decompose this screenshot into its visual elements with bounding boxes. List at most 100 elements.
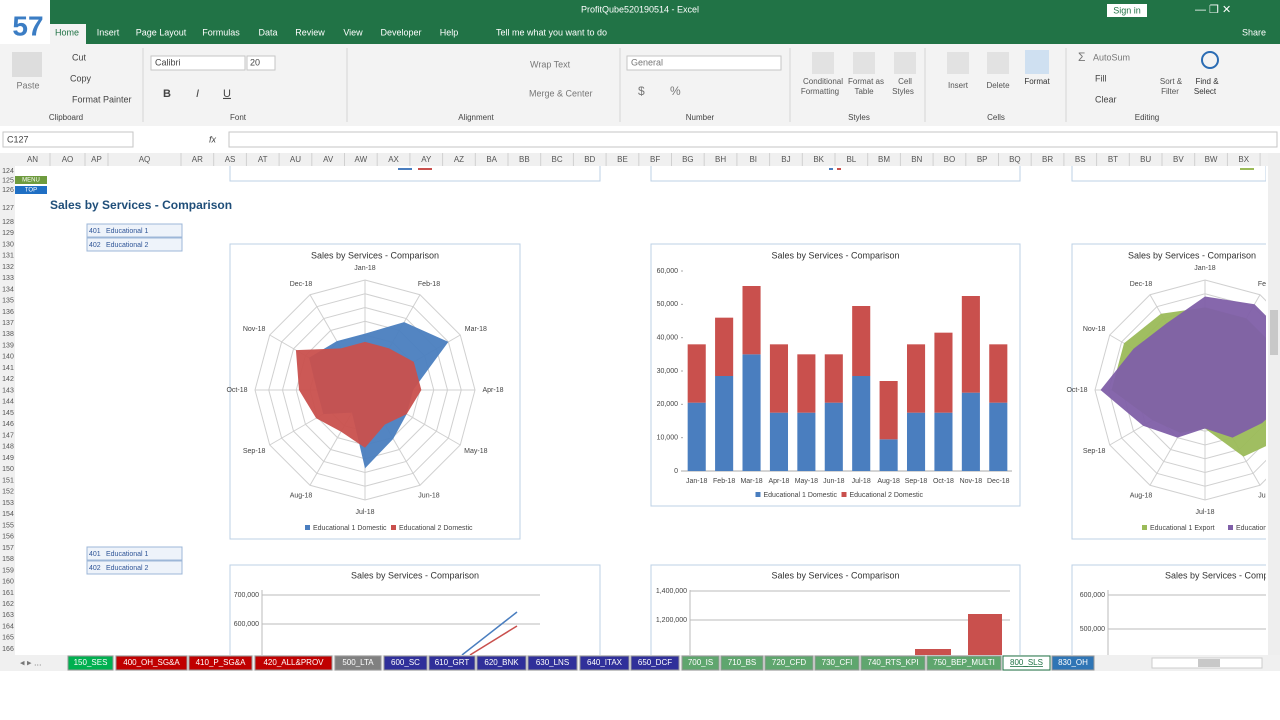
number-format-box[interactable] [626,55,782,71]
currency[interactable]: $ [638,84,645,98]
cut[interactable]: Cut [72,52,87,62]
paste-icon[interactable] [12,52,42,77]
share[interactable]: Share [1242,27,1266,37]
sum-icon[interactable]: Σ [1078,50,1085,64]
sheet-tab[interactable] [527,655,578,671]
format-table[interactable]: Format as [848,77,884,86]
conditional[interactable]: Formatting [801,87,839,96]
cell-styles[interactable]: Cell [898,77,912,86]
sheet-tab-label[interactable]: 410_P_SG&A [196,658,246,667]
top[interactable]: TOP [25,188,37,194]
italic[interactable]: I [196,88,199,100]
icon[interactable] [812,52,834,74]
sheet-tab[interactable] [476,655,527,671]
format-table[interactable]: Table [854,87,874,96]
sheet-tab-label[interactable]: 710_BS [728,658,756,667]
conditional[interactable]: Conditional [803,77,843,86]
find[interactable]: Select [1194,87,1217,96]
sheet-tab-label[interactable]: 610_GRT [435,658,470,667]
clear[interactable]: Clear [1095,94,1117,104]
sheet-tab[interactable] [254,655,333,671]
sheet-tab-label[interactable]: 620_BNK [484,658,519,667]
sheet-tab-label[interactable]: 830_OH [1058,658,1088,667]
formula-input[interactable] [228,131,1278,148]
scrollbar[interactable] [1268,153,1280,655]
sheet-tab-label[interactable]: 700_IS [688,658,713,667]
sheet-tab-label[interactable]: 600_SC [391,658,420,667]
ribbon-tab[interactable]: Formulas [202,27,240,37]
sheet-tab[interactable] [814,655,860,671]
sheet-tab-label[interactable]: 420_ALL&PROV [263,658,324,667]
sheet-tab[interactable] [681,655,720,671]
font-size[interactable]: 20 [250,57,260,67]
ribbon-tab[interactable]: Home [55,27,79,37]
format-painter[interactable]: Format Painter [72,94,132,104]
ribbon-tab[interactable]: Insert [97,27,120,37]
sheet-tab[interactable] [579,655,630,671]
sheet-tab-label[interactable]: 500_LTA [342,658,374,667]
name-box-value[interactable]: C127 [7,134,29,144]
sign-in-button[interactable] [1107,4,1147,17]
copy[interactable]: Copy [70,73,92,83]
number-format[interactable]: General [631,57,663,67]
sheet-tab[interactable] [630,655,680,671]
sheet-tab-label[interactable]: 800_SLS [1010,658,1043,667]
bold[interactable]: B [163,88,171,100]
menu[interactable]: MENU [22,178,40,184]
sheet-tab-label[interactable]: 400_OH_SG&A [123,658,180,667]
percent[interactable]: % [670,84,681,98]
ribbon-tab[interactable]: Data [258,27,277,37]
sheet-tab[interactable] [428,655,476,671]
scroll-thumb[interactable] [1270,310,1278,355]
sheet-tab[interactable] [720,655,764,671]
underline[interactable]: U [223,88,231,100]
ribbon-tab[interactable]: Review [295,27,325,37]
font-name-box[interactable] [150,55,246,71]
font-name[interactable]: Calibri [155,57,181,67]
sheet-tab[interactable] [1002,655,1051,671]
menu-button[interactable] [15,176,47,184]
sheet-tab[interactable] [334,655,382,671]
sheet-tab-label[interactable]: 650_DCF [638,658,672,667]
ribbon-tab[interactable]: Help [440,27,459,37]
name-box[interactable] [2,131,134,148]
icon[interactable] [1025,50,1049,74]
icon[interactable] [947,52,969,74]
find[interactable]: Find & [1195,77,1219,86]
font-size-box[interactable] [246,55,276,71]
format[interactable]: Format [1024,77,1050,86]
icon[interactable] [853,52,875,74]
delete[interactable]: Delete [986,81,1010,90]
tell-me[interactable]: Tell me what you want to do [496,27,607,37]
find-icon[interactable] [1201,51,1219,69]
sheet-tab-label[interactable]: 640_ITAX [587,658,623,667]
ribbon-tab[interactable]: Developer [380,27,421,37]
sort[interactable]: Sort & [1160,77,1183,86]
ribbon-tab[interactable]: Page Layout [136,27,187,37]
paste[interactable]: Paste [16,80,39,90]
sheet-tab[interactable] [1051,655,1095,671]
sheet-tab[interactable] [764,655,814,671]
window-controls[interactable]: — ❐ ✕ [1195,4,1231,16]
top-button[interactable] [15,186,47,194]
sort[interactable]: Filter [1161,87,1179,96]
ribbon-tab[interactable]: View [343,27,363,37]
tab-nav[interactable]: ◂ ▸ ... [20,657,42,667]
sheet-tab-label[interactable]: 740_RTS_KPI [868,658,919,667]
sheet-tab-label[interactable]: 630_LNS [536,658,569,667]
sheet-tab[interactable] [860,655,926,671]
sheet-tab-label[interactable]: 150_SES [74,658,108,667]
sheet-tab-label[interactable]: 750_BEP_MULTI [933,658,995,667]
sheet-tab[interactable] [188,655,253,671]
sheet-tab[interactable] [115,655,188,671]
sheet-tab-label[interactable]: 730_CFI [822,658,853,667]
merge-center[interactable]: Merge & Center [529,88,593,98]
sheet-tab-label[interactable]: 720_CFD [772,658,806,667]
icon[interactable] [894,52,916,74]
sheet-tab[interactable] [383,655,428,671]
icon[interactable] [987,52,1009,74]
fx[interactable]: fx [209,134,217,144]
autosum[interactable]: AutoSum [1093,52,1130,62]
sign-in[interactable]: Sign in [1113,5,1141,15]
cell-styles[interactable]: Styles [892,87,914,96]
